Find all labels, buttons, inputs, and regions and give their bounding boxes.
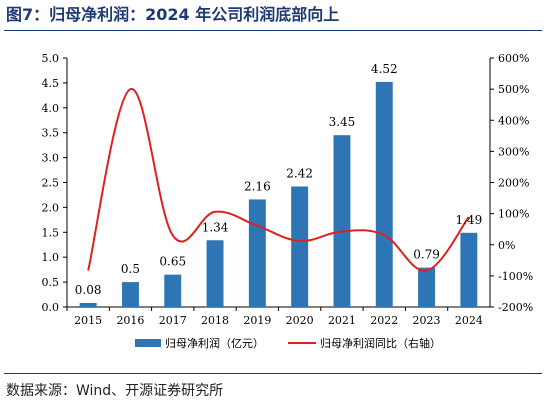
right-tick-label: 100% xyxy=(498,208,529,221)
x-tick-label: 2024 xyxy=(455,314,483,327)
right-tick-label: 400% xyxy=(498,114,529,127)
x-tick-label: 2021 xyxy=(328,314,356,327)
right-tick-label: -200% xyxy=(498,301,533,314)
left-tick-label: 3.0 xyxy=(42,152,60,165)
left-tick-label: 1.0 xyxy=(42,251,60,264)
bar-data-label: 4.52 xyxy=(371,62,398,76)
left-tick-label: 0.5 xyxy=(42,276,60,289)
bar-data-label: 3.45 xyxy=(329,115,356,129)
title-divider xyxy=(4,30,542,31)
left-tick-label: 2.0 xyxy=(42,201,60,214)
bar-data-label: 0.79 xyxy=(413,248,440,262)
left-tick-label: 2.5 xyxy=(42,177,60,190)
legend-line-label: 归母净利润同比（右轴） xyxy=(320,336,441,350)
legend-bar-swatch xyxy=(135,339,161,347)
right-tick-label: 600% xyxy=(498,52,529,65)
bar-data-label: 0.08 xyxy=(75,283,102,297)
right-tick-label: 500% xyxy=(498,83,529,96)
bar-data-label: 1.34 xyxy=(202,220,229,234)
x-tick-label: 2019 xyxy=(243,314,271,327)
legend-bar-label: 归母净利润（亿元） xyxy=(165,336,264,350)
x-tick-label: 2016 xyxy=(116,314,144,327)
right-tick-label: 0% xyxy=(498,239,515,252)
bar xyxy=(291,186,309,307)
x-tick-label: 2020 xyxy=(286,314,314,327)
x-tick-label: 2018 xyxy=(201,314,229,327)
bar-data-label: 1.49 xyxy=(455,213,482,227)
left-tick-label: 0.0 xyxy=(42,301,60,314)
right-tick-label: 200% xyxy=(498,177,529,190)
x-tick-label: 2017 xyxy=(159,314,187,327)
x-tick-label: 2023 xyxy=(413,314,441,327)
source-divider xyxy=(4,373,542,374)
bar-data-label: 0.5 xyxy=(121,262,140,276)
yoy-line xyxy=(87,88,470,272)
bar-data-label: 2.16 xyxy=(244,179,271,193)
bar xyxy=(206,240,224,307)
left-tick-label: 4.0 xyxy=(42,102,60,115)
bar xyxy=(164,274,182,307)
chart: 0.0 0.5 1.0 1.5 2.0 2.5 3.0 3.5 4.0 4.5 5.0 -200% -1… xyxy=(42,52,534,350)
bar xyxy=(248,199,266,307)
bar-data-label: 2.42 xyxy=(286,166,313,180)
left-tick-label: 4.5 xyxy=(42,77,60,90)
x-tick-label: 2022 xyxy=(370,314,398,327)
source-note: 数据来源：Wind、开源证券研究所 xyxy=(6,383,224,399)
left-tick-label: 3.5 xyxy=(42,127,60,140)
left-tick-label: 1.5 xyxy=(42,226,60,239)
chart-title: 图7：归母净利润：2024 年公司利润底部向上 xyxy=(6,5,340,24)
bar xyxy=(121,282,139,307)
bar-data-label: 0.65 xyxy=(159,255,186,269)
x-tick-label: 2015 xyxy=(74,314,102,327)
bar xyxy=(375,81,393,308)
bar xyxy=(333,135,351,307)
left-tick-label: 5.0 xyxy=(42,52,60,65)
bar xyxy=(418,267,436,307)
right-tick-label: -100% xyxy=(498,270,533,283)
bar xyxy=(79,303,97,307)
right-tick-label: 300% xyxy=(498,145,529,158)
bar xyxy=(460,232,478,307)
